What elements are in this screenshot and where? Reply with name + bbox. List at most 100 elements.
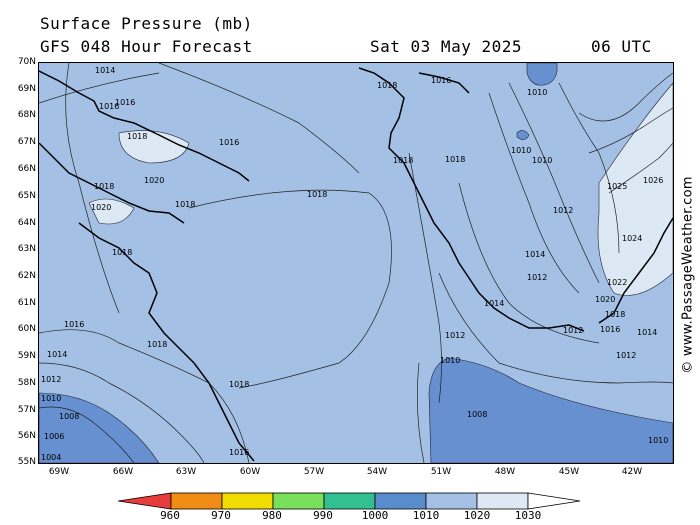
low-pressure-region-southwest [39,392,160,463]
lat-label: 69N [17,84,36,94]
isobar-label: 1018 [94,182,114,191]
colorbar-swatch [476,492,529,510]
colorbar-swatch [425,492,478,510]
isobar-label: 1016 [115,98,135,107]
lat-label: 65N [17,191,36,201]
isobar-label: 1018 [147,340,167,349]
isobar-label: 1010 [440,356,460,365]
isobar-label: 1014 [484,299,504,308]
lat-label: 66N [17,164,36,174]
colorbar-swatch [323,492,376,510]
isobar-label: 1016 [600,325,620,334]
isobar-label: 1014 [525,250,545,259]
colorbar-swatches [118,492,581,510]
pressure-field-1010-1020 [39,63,673,463]
lat-label: 61N [17,298,36,308]
isobar-label: 1012 [527,273,547,282]
isobar-label: 1010 [511,146,531,155]
isobar-label: 1012 [553,206,573,215]
map-title: Surface Pressure (mb) [40,14,253,33]
isobar-label: 1018 [445,155,465,164]
isobar-label: 1012 [563,326,583,335]
low-pressure-region-south [428,357,673,463]
forecast-date: Sat 03 May 2025 [370,37,522,56]
isobar-label: 1016 [229,448,249,457]
isobar-label: 1018 [175,200,195,209]
isobar-label: 1020 [91,203,111,212]
colorbar-label: 960 [160,509,180,522]
lon-label: 54W [366,467,388,477]
lon-label: 51W [430,467,452,477]
lat-label: 55N [17,457,36,467]
isobar-label: 1010 [527,88,547,97]
lon-label: 66W [112,467,134,477]
isobar-label: 1012 [41,375,61,384]
isobar-label: 1010 [41,394,61,403]
isobar-label: 1016 [219,138,239,147]
isobar-label: 1016 [431,76,451,85]
colorbar-swatch [118,492,172,510]
lat-label: 62N [17,271,36,281]
lat-label: 64N [17,218,36,228]
lat-label: 67N [17,137,36,147]
isobar-label: 1020 [144,176,164,185]
copyright-credit: © www.PassageWeather.com [676,150,700,400]
coastlines [39,67,673,462]
lat-label: 70N [17,57,36,67]
high-pressure-cell-labrador [88,198,135,225]
isobar-labels: 1014 1016 1018 1020 1016 1018 1020 1018 … [41,66,668,462]
isobar-label: 1016 [64,320,84,329]
lat-label: 56N [17,431,36,441]
isobar-label: 1008 [467,410,487,419]
lon-label: 57W [303,467,325,477]
lat-label: 59N [17,351,36,361]
low-pressure-cell-east [516,130,530,140]
isobar-label: 1010 [532,156,552,165]
lon-label: 69W [48,467,70,477]
low-pressure-cell-north [526,63,558,86]
isobar-label: 1016 [99,102,119,111]
lat-label: 57N [17,405,36,415]
colorbar-swatch [374,492,427,510]
isobar-label: 1026 [643,176,663,185]
isobar-label: 1018 [377,81,397,90]
colorbar-swatch [221,492,274,510]
isobar-label: 1024 [622,234,642,243]
isobar-label: 1018 [127,132,147,141]
colorbar-swatch [272,492,325,510]
isobar-label: 1018 [112,248,132,257]
isobar-label: 1022 [607,278,627,287]
lat-label: 58N [17,378,36,388]
lon-label: 48W [494,467,516,477]
isobar-label: 1018 [605,310,625,319]
isobar-label: 1010 [648,436,668,445]
isobar-label: 1020 [595,295,615,304]
colorbar-swatch [527,492,581,510]
colorbar-label: 990 [313,509,333,522]
lat-label: 60N [17,324,36,334]
isobar-label: 1008 [59,412,79,421]
lon-label: 45W [558,467,580,477]
isobar-label: 1014 [47,350,67,359]
isobar-label: 1006 [44,432,64,441]
isobar-label: 1018 [393,156,413,165]
forecast-time: 06 UTC [591,37,652,56]
high-pressure-cell-baffin [118,130,190,164]
isobar-label: 1018 [307,190,327,199]
colorbar-label: 970 [211,509,231,522]
lon-label: 42W [621,467,643,477]
copyright-text: © www.PassageWeather.com [680,176,696,374]
isobar-label: 1014 [637,328,657,337]
isobar-lines [39,63,673,463]
isobar-label: 1004 [41,453,61,462]
colorbar-swatch [170,492,223,510]
pressure-map: 1014 1016 1018 1020 1016 1018 1020 1018 … [38,62,674,464]
lat-label: 63N [17,244,36,254]
lat-label: 68N [17,110,36,120]
isobar-label: 1025 [607,182,627,191]
lon-label: 60W [239,467,261,477]
colorbar-label: 980 [262,509,282,522]
lon-label: 63W [175,467,197,477]
isobar-label: 1012 [445,331,465,340]
colorbar-label: 1010 [412,509,440,522]
